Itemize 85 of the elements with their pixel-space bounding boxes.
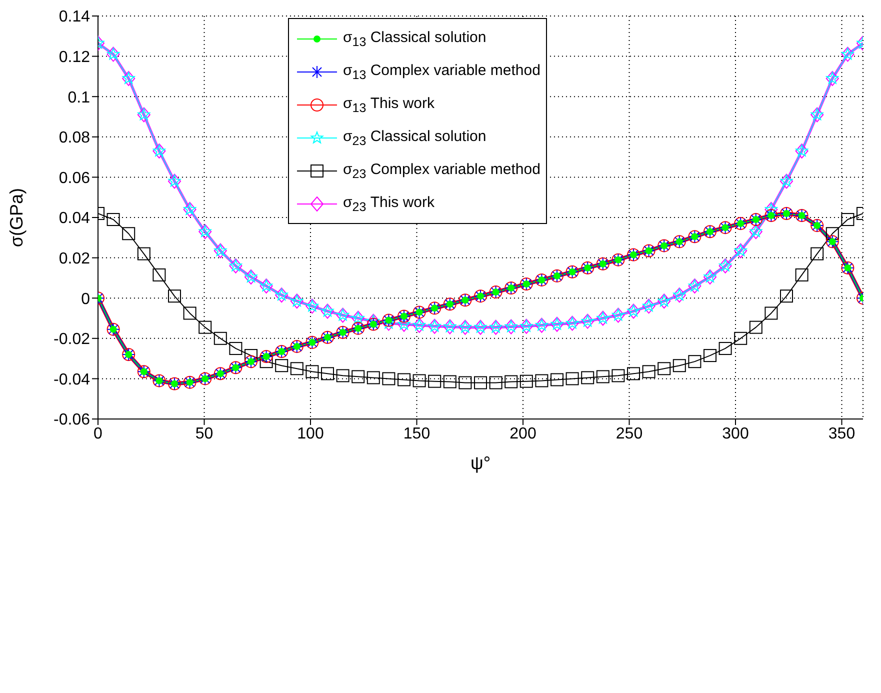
y-tick-label: 0.12: [58, 48, 90, 66]
point: [688, 355, 702, 368]
point: [596, 370, 610, 384]
point: [260, 280, 273, 292]
point: [581, 371, 594, 384]
point: [826, 227, 839, 240]
y-tick-label: 0.06: [58, 170, 90, 187]
y-tick-label: 0.08: [58, 130, 90, 147]
point: [458, 376, 472, 390]
point: [841, 213, 854, 226]
y-tick-label: -0.06: [54, 412, 90, 429]
x-tick-label: 50: [195, 425, 214, 442]
point: [658, 362, 671, 376]
x-tick-label: 300: [722, 425, 749, 442]
point: [275, 288, 288, 300]
point: [474, 376, 487, 390]
point: [672, 359, 686, 372]
point: [214, 332, 227, 345]
point: [168, 290, 181, 303]
y-tick-label: 0.1: [68, 89, 90, 106]
point: [260, 355, 273, 368]
y-tick-label: 0.04: [58, 210, 90, 228]
point: [198, 225, 212, 237]
point: [443, 375, 456, 388]
y-tick-label: 0: [81, 290, 90, 308]
point: [764, 306, 778, 320]
point: [658, 294, 670, 306]
point: [366, 371, 380, 384]
point: [780, 290, 793, 303]
point: [290, 362, 304, 376]
x-tick-label: 0: [94, 425, 103, 442]
point: [749, 320, 762, 334]
point: [398, 373, 410, 386]
point: [612, 369, 625, 382]
point: [734, 332, 748, 345]
y-tick-label: -0.02: [54, 331, 90, 348]
point: [306, 365, 319, 378]
point: [352, 370, 365, 384]
point: [718, 342, 732, 355]
point: [428, 374, 442, 388]
legend-label: σ$_{23}$ Complex variable method: [343, 160, 540, 180]
x-tick-label: 250: [616, 425, 643, 442]
legend-label: σ$_{13}$ This work: [343, 94, 435, 114]
y-axis-title: σ(GPa): [6, 188, 26, 248]
point: [704, 349, 716, 362]
point: [642, 365, 656, 378]
point: [795, 268, 808, 282]
y-tick-label: 0.02: [58, 250, 90, 268]
point: [673, 288, 686, 300]
x-tick-label: 350: [828, 425, 856, 442]
x-tick-label: 200: [510, 425, 536, 442]
point: [275, 359, 288, 372]
point: [290, 294, 304, 306]
x-tick-label: 100: [297, 425, 324, 442]
point: [229, 342, 242, 355]
legend-label: σ$_{23}$ Classical solution: [343, 128, 486, 148]
point: [520, 374, 533, 388]
point: [183, 306, 196, 320]
y-tick-label: 0.14: [58, 8, 90, 26]
point: [137, 247, 150, 260]
point: [412, 374, 426, 388]
legend-label: σ$_{23}$ This work: [343, 194, 435, 214]
x-tick-label: 150: [403, 425, 430, 442]
point: [535, 374, 548, 388]
point: [198, 320, 212, 334]
point: [152, 144, 166, 156]
point: [152, 268, 166, 282]
legend-label: σ$_{13}$ Classical solution: [343, 28, 486, 48]
point: [550, 373, 564, 386]
point: [489, 376, 502, 390]
point: [688, 280, 701, 292]
point: [382, 372, 396, 386]
point: [336, 369, 350, 382]
point: [504, 375, 518, 388]
x-axis-title: ψ°: [470, 453, 491, 473]
point: [122, 227, 136, 240]
point: [750, 225, 762, 237]
point: [810, 247, 824, 260]
legend-label: σ$_{13}$ Complex variable method: [343, 62, 540, 82]
point: [106, 213, 120, 226]
y-tick-label: -0.04: [54, 371, 90, 388]
point: [627, 367, 640, 380]
point: [321, 367, 334, 380]
point: [566, 372, 579, 386]
point: [796, 144, 808, 156]
